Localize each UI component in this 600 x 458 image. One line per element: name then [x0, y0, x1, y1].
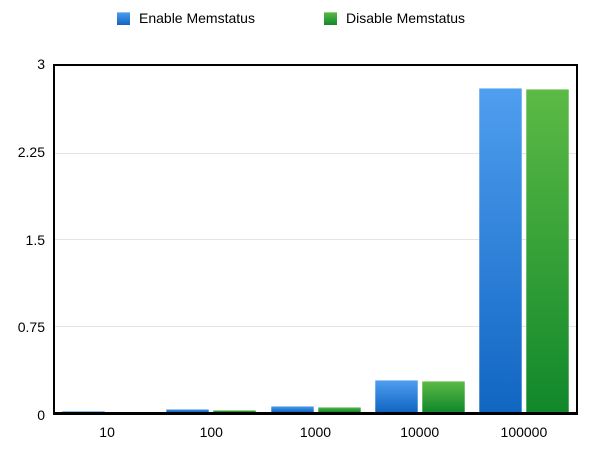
y-axis-label: 2.25: [17, 143, 45, 160]
gridline: [55, 239, 576, 240]
legend-label: Enable Memstatus: [139, 10, 255, 26]
bar: [317, 406, 361, 412]
legend-swatch-green-icon: [324, 11, 337, 25]
bar: [270, 406, 314, 412]
bar: [421, 380, 465, 412]
legend-item-enable-memstatus: Enable Memstatus: [117, 10, 255, 26]
bar: [374, 379, 418, 412]
x-axis-label: 100: [199, 424, 223, 440]
bar: [213, 410, 257, 412]
bar: [478, 87, 522, 412]
bar: [166, 409, 210, 412]
legend-label: Disable Memstatus: [346, 10, 466, 26]
gridline: [55, 152, 576, 154]
y-axis-label: 0.75: [17, 319, 45, 336]
x-axis-label: 1000: [299, 424, 332, 440]
plot-area: [53, 64, 578, 415]
x-axis-label: 100000: [500, 424, 548, 440]
y-axis-label: 3: [37, 56, 45, 72]
bar: [62, 411, 106, 412]
y-axis-label: 1.5: [25, 231, 45, 248]
bar: [525, 89, 569, 412]
y-axis-label: 0: [37, 407, 45, 423]
x-axis-label: 10: [99, 424, 115, 440]
gridline: [55, 325, 576, 327]
legend-item-disable-memstatus: Disable Memstatus: [324, 10, 465, 26]
plot-inner: [55, 66, 576, 412]
legend-swatch-blue-icon: [117, 11, 130, 25]
x-axis-label: 10000: [400, 424, 440, 440]
